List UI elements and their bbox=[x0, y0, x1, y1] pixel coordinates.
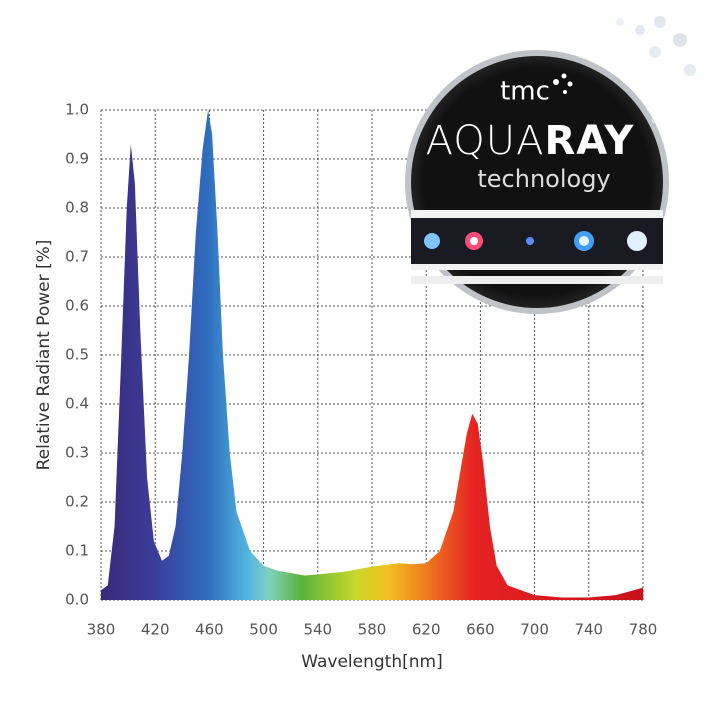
decor bbox=[616, 16, 696, 76]
y-tick-label: 0.5 bbox=[65, 346, 89, 364]
x-tick-label: 780 bbox=[629, 621, 658, 639]
x-tick-label: 420 bbox=[141, 621, 170, 639]
x-tick-label: 540 bbox=[303, 621, 332, 639]
y-tick-label: 0.7 bbox=[65, 248, 89, 266]
x-tick-label: 660 bbox=[466, 621, 495, 639]
x-tick-label: 500 bbox=[249, 621, 278, 639]
x-axis-label: Wavelength[nm] bbox=[301, 652, 442, 672]
y-tick-label: 0.6 bbox=[65, 297, 89, 315]
y-axis-label: Relative Radiant Power [%] bbox=[34, 240, 54, 471]
y-tick-label: 0.8 bbox=[65, 199, 89, 217]
spectrum-area bbox=[101, 110, 643, 600]
tagline: technology bbox=[477, 165, 610, 193]
y-tick-label: 1.0 bbox=[65, 101, 89, 119]
y-tick-label: 0.3 bbox=[65, 444, 89, 462]
name-bold: RAY bbox=[544, 118, 634, 164]
y-tick-label: 0.4 bbox=[65, 395, 89, 413]
y-tick-label: 0.0 bbox=[65, 591, 89, 609]
x-tick-label: 700 bbox=[520, 621, 549, 639]
x-tick-label: 620 bbox=[412, 621, 441, 639]
x-tick-label: 460 bbox=[195, 621, 224, 639]
x-tick-label: 740 bbox=[574, 621, 603, 639]
brand: tmc bbox=[500, 77, 550, 107]
logo: tmc AQUARAY ® technology bbox=[405, 50, 669, 314]
y-tick-label: 0.9 bbox=[65, 150, 89, 168]
product-name: AQUARAY bbox=[426, 118, 635, 164]
x-tick-label: 580 bbox=[358, 621, 387, 639]
x-tick-label: 380 bbox=[87, 621, 116, 639]
registered: ® bbox=[650, 113, 661, 126]
y-tick-label: 0.2 bbox=[65, 493, 89, 511]
name-light: AQUA bbox=[426, 118, 545, 164]
y-tick-label: 0.1 bbox=[65, 542, 89, 560]
